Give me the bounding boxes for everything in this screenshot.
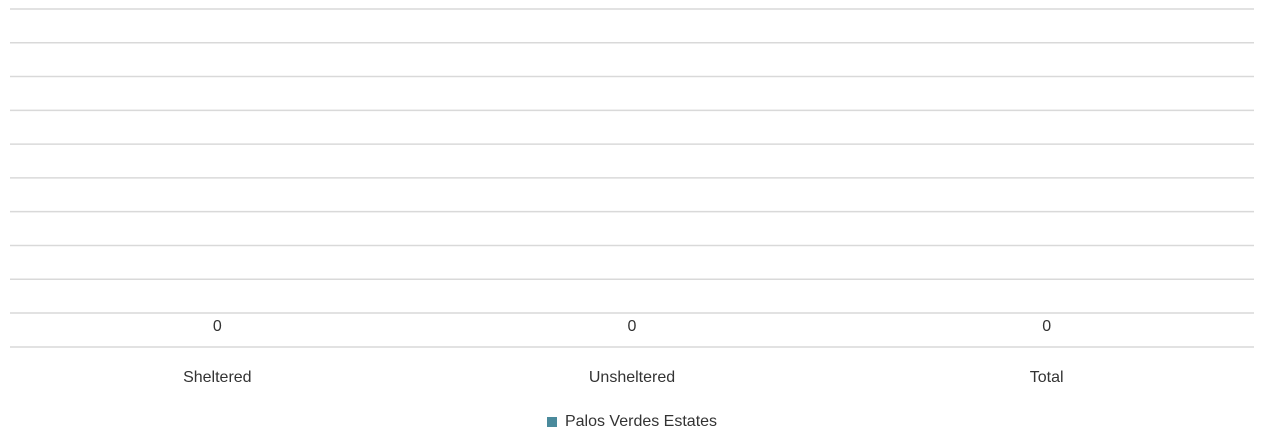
data-label-total: 0 [1042,318,1051,335]
legend: Palos Verdes Estates [0,410,1264,434]
x-tick-label-unsheltered: Unsheltered [589,369,675,386]
data-labels: 0 0 0 [213,318,1051,335]
data-label-unsheltered: 0 [628,318,637,335]
x-tick-label-sheltered: Sheltered [183,369,252,386]
grid-lines [10,8,1254,348]
legend-item[interactable]: Palos Verdes Estates [546,413,718,431]
bar-chart: 0 0 0 Sheltered Unsheltered Total [10,8,1254,386]
legend-swatch [546,417,557,427]
legend-label: Palos Verdes Estates [564,413,718,430]
data-label-sheltered: 0 [213,318,222,335]
x-axis-ticks: Sheltered Unsheltered Total [183,369,1063,386]
x-tick-label-total: Total [1030,369,1064,386]
